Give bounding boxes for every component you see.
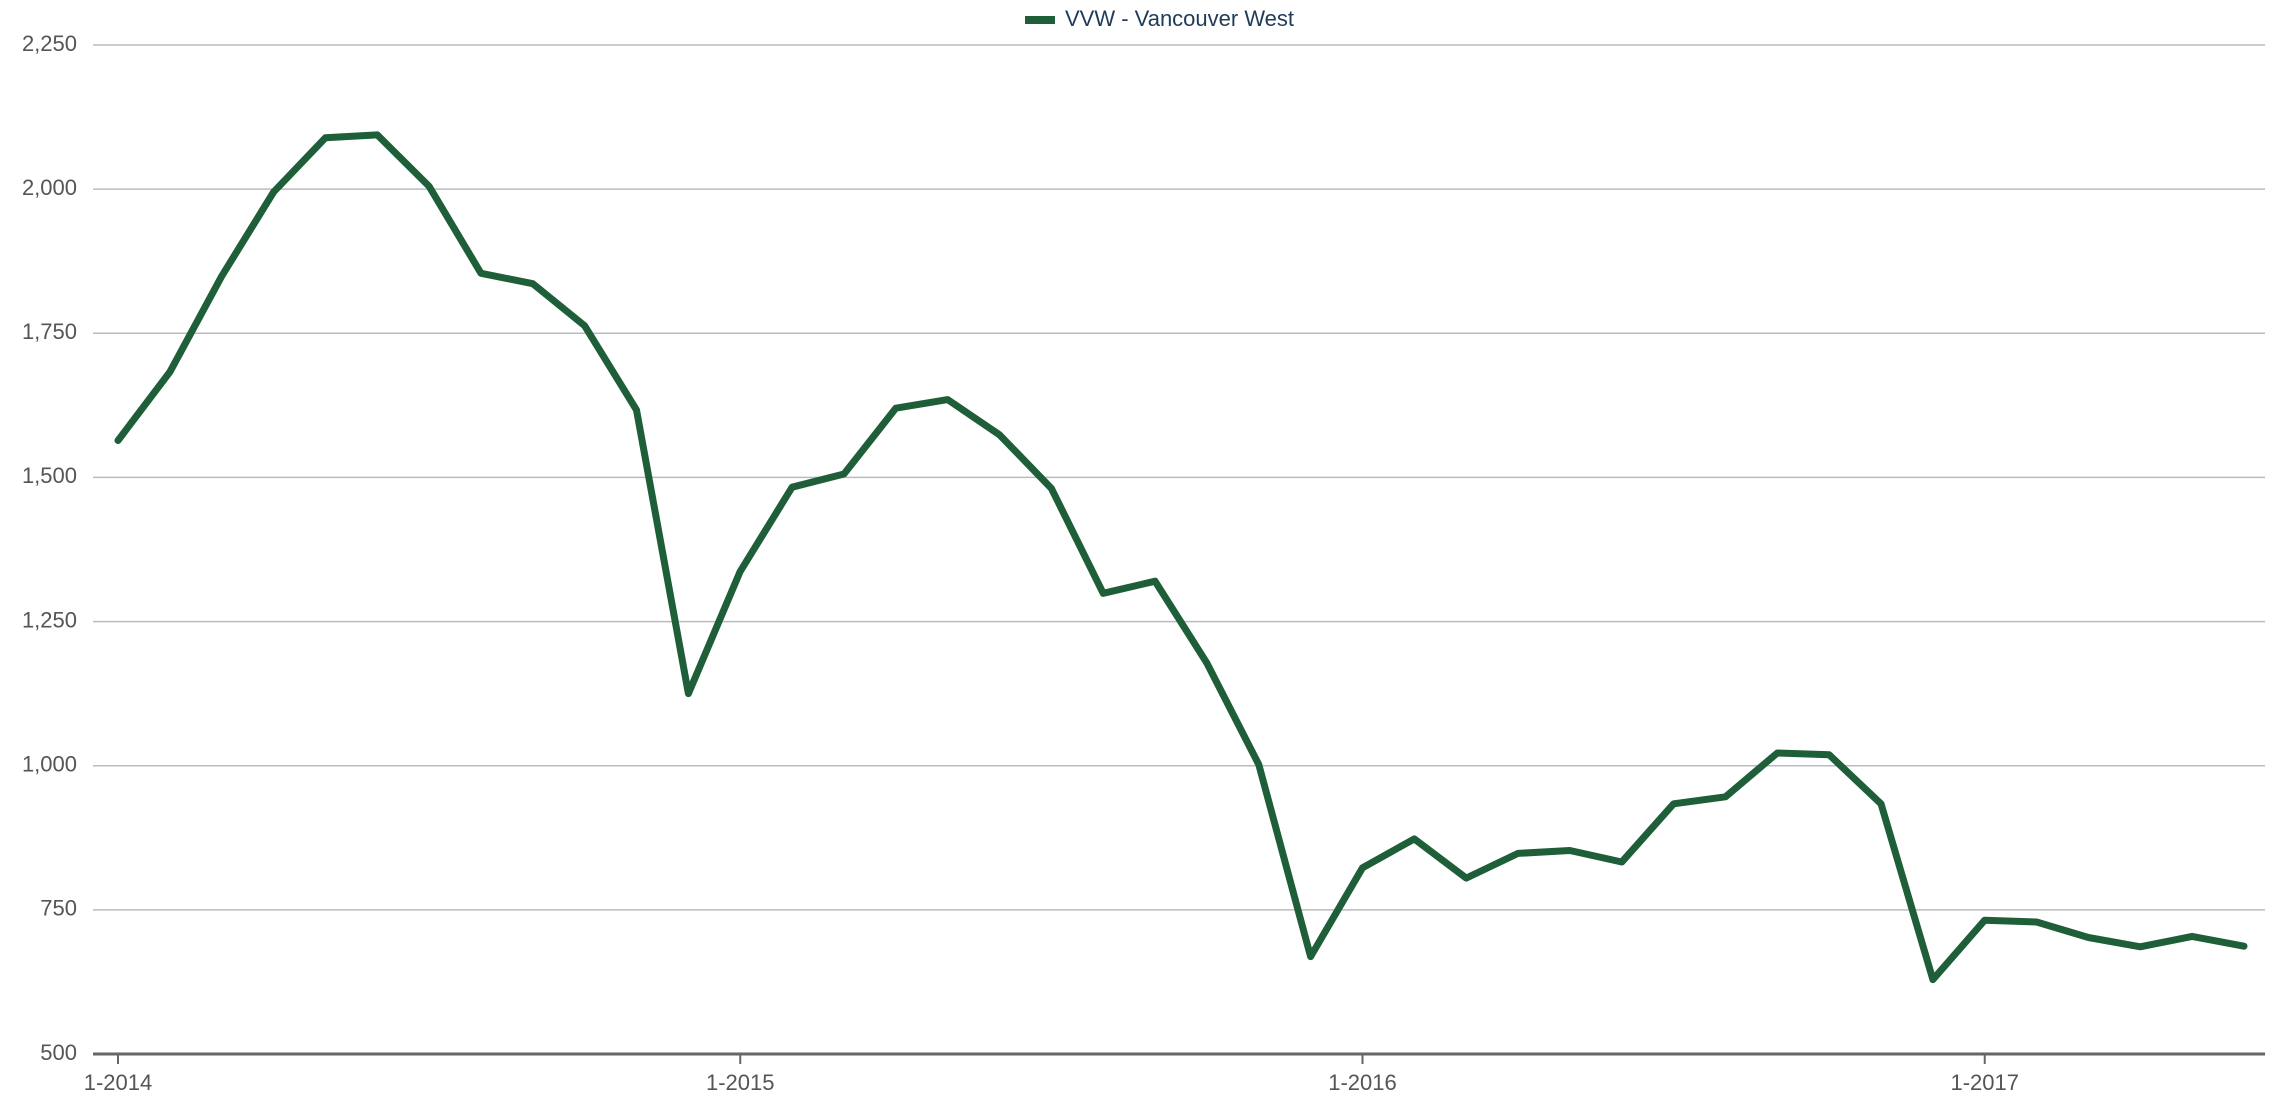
- y-tick-label: 2,000: [22, 175, 77, 200]
- y-tick-label: 1,500: [22, 463, 77, 488]
- y-tick-label: 1,250: [22, 607, 77, 632]
- x-tick-label: 1-2017: [1950, 1070, 2019, 1095]
- y-tick-label: 1,750: [22, 319, 77, 344]
- x-tick-label: 1-2016: [1328, 1070, 1397, 1095]
- legend-label: VVW - Vancouver West: [1065, 6, 1294, 31]
- y-tick-label: 500: [40, 1040, 77, 1065]
- x-tick-label: 1-2014: [84, 1070, 153, 1095]
- y-tick-label: 2,250: [22, 31, 77, 56]
- y-tick-label: 1,000: [22, 752, 77, 777]
- line-series: [114, 131, 2248, 984]
- x-tick-label: 1-2015: [706, 1070, 775, 1095]
- y-tick-label: 750: [40, 896, 77, 921]
